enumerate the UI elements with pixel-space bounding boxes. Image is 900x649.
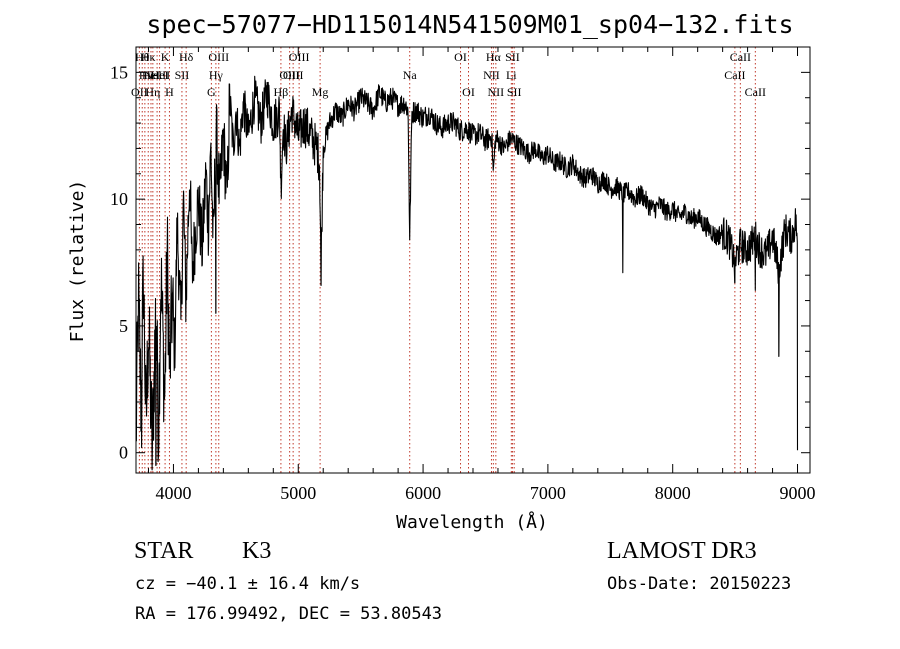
line-label-13: Hγ xyxy=(209,68,224,82)
coordinates: RA = 176.99492, DEC = 53.80543 xyxy=(135,604,443,624)
line-label-23: NII xyxy=(483,68,500,82)
line-label-20: Na xyxy=(403,68,418,82)
line-label-2: Hι xyxy=(139,68,152,82)
line-label-30: CaII xyxy=(730,50,751,64)
x-tick-label-7000: 7000 xyxy=(530,483,566,503)
line-label-21: OI xyxy=(454,50,467,64)
y-tick-label-10: 10 xyxy=(110,189,128,209)
line-label-31: CaII xyxy=(745,85,766,99)
line-label-3: Hκ xyxy=(141,50,156,64)
line-label-15: Hβ xyxy=(274,85,289,99)
line-label-9: H xyxy=(165,85,174,99)
spectrum-series xyxy=(135,75,799,471)
line-label-26: Li xyxy=(506,68,517,82)
y-tick-label-5: 5 xyxy=(119,316,128,336)
line-label-14: OIII xyxy=(208,50,229,64)
line-label-27: SII xyxy=(505,50,520,64)
line-label-17: OIII xyxy=(283,68,304,82)
survey-release: LAMOST DR3 xyxy=(607,538,757,564)
spectral-line-labels: OIIHθHιHκHeIHηNeIIIHeIKHSIIHδGHγOIIIHβOI… xyxy=(131,50,766,99)
spectral-subclass: K3 xyxy=(242,538,272,564)
line-label-1: Hθ xyxy=(135,50,150,64)
axes: 4000 5000 6000 7000 8000 9000 0 5 10 15 xyxy=(110,46,816,503)
x-axis-label: Wavelength (Å) xyxy=(396,511,548,533)
line-label-18: OIII xyxy=(289,50,310,64)
line-label-16: OIII xyxy=(279,68,300,82)
redshift-velocity: cz = −40.1 ± 16.4 km/s xyxy=(135,574,361,594)
x-tick-label-6000: 6000 xyxy=(405,483,441,503)
y-axis-label: Flux (relative) xyxy=(67,180,88,343)
line-label-7: HeI xyxy=(151,68,169,82)
line-label-6: NeIII xyxy=(144,68,170,82)
x-tick-label-9000: 9000 xyxy=(780,483,816,503)
line-label-8: K xyxy=(161,50,170,64)
line-label-11: Hδ xyxy=(179,50,194,64)
line-label-19: Mg xyxy=(312,85,329,99)
y-tick-label-15: 15 xyxy=(110,62,128,82)
line-label-24: Hα xyxy=(486,50,502,64)
line-label-5: Hη xyxy=(145,85,160,99)
line-label-28: SII xyxy=(507,85,522,99)
line-label-22: OI xyxy=(462,85,475,99)
line-label-25: NII xyxy=(488,85,505,99)
line-label-29: CaII xyxy=(724,68,745,82)
observation-date: Obs-Date: 20150223 xyxy=(607,574,792,594)
line-label-10: SII xyxy=(175,68,190,82)
spectrum-line xyxy=(135,75,799,471)
chart-title: spec−57077−HD115014N541509M01_sp04−132.f… xyxy=(146,10,793,39)
line-label-12: G xyxy=(207,85,216,99)
line-label-4: HeI xyxy=(142,68,160,82)
object-class: STAR xyxy=(134,538,194,564)
line-label-0: OII xyxy=(131,85,148,99)
x-tick-label-8000: 8000 xyxy=(655,483,691,503)
x-tick-label-5000: 5000 xyxy=(280,483,316,503)
x-tick-label-4000: 4000 xyxy=(155,483,191,503)
y-tick-label-0: 0 xyxy=(119,443,128,463)
